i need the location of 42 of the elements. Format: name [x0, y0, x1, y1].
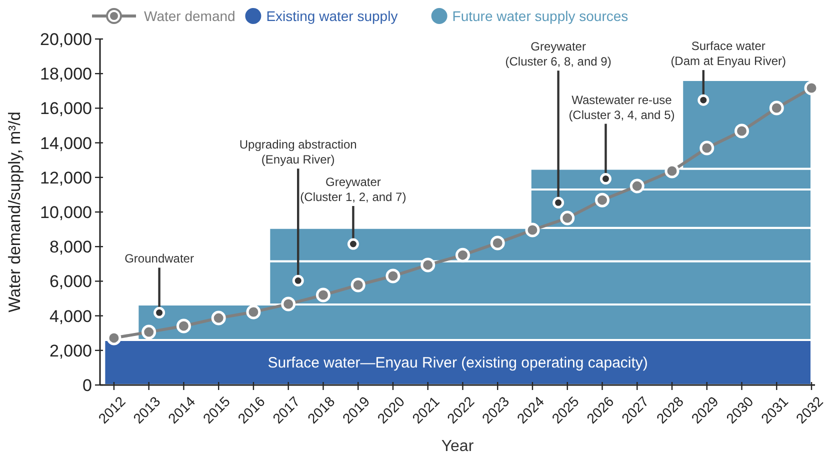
point: [176, 318, 191, 334]
annotation: Upgrading abstraction (Enyau River): [239, 138, 357, 167]
point: [769, 100, 784, 116]
y-tick-label: 0: [82, 376, 92, 395]
point: [142, 324, 156, 340]
annotation: Greywater (Cluster 6, 8, and 9): [505, 40, 612, 69]
point: [560, 210, 575, 226]
point: [420, 258, 436, 272]
y-tick-label: 14,000: [40, 134, 92, 153]
annotation: Surface water—Enyau River (existing operating capacity): [268, 354, 648, 372]
annotation: Groundwater: [124, 252, 194, 266]
point: [386, 268, 400, 284]
point: [490, 236, 505, 250]
legend-label: Existing water supply: [266, 8, 398, 24]
annotation: Wastewater re-use (Cluster 3, 4, and 5): [568, 92, 675, 122]
y-tick-label: 10,000: [40, 203, 92, 222]
y-tick-label: 6,000: [49, 272, 92, 292]
point: [594, 192, 610, 208]
x-axis-title: Year: [441, 438, 474, 455]
point: [734, 124, 750, 138]
annotation: Surface water (Dam at Enyau River): [670, 39, 786, 68]
point: [630, 178, 644, 194]
point: [350, 278, 366, 292]
point: [700, 140, 714, 156]
point: [211, 310, 226, 326]
point: [316, 288, 330, 302]
point: [525, 222, 540, 238]
point: [246, 304, 261, 320]
y-tick-label: 12,000: [40, 168, 92, 188]
y-axis-title: Water demand/supply, m³/d: [6, 112, 24, 312]
legend-label: Future water supply sources: [452, 8, 628, 24]
point: [455, 248, 470, 262]
annotation: Greywater (Cluster 1, 2, and 7): [300, 175, 406, 204]
y-tick-label: 2,000: [49, 341, 92, 360]
point: [664, 164, 680, 178]
y-tick-label: 16,000: [40, 99, 92, 118]
y-tick-label: 4,000: [49, 306, 92, 326]
legend-label: Water demand: [144, 8, 236, 24]
point: [281, 296, 296, 312]
y-tick-label: 8,000: [49, 238, 92, 257]
y-tick-label: 18,000: [40, 64, 92, 84]
y-tick-label: 20,000: [40, 30, 92, 49]
